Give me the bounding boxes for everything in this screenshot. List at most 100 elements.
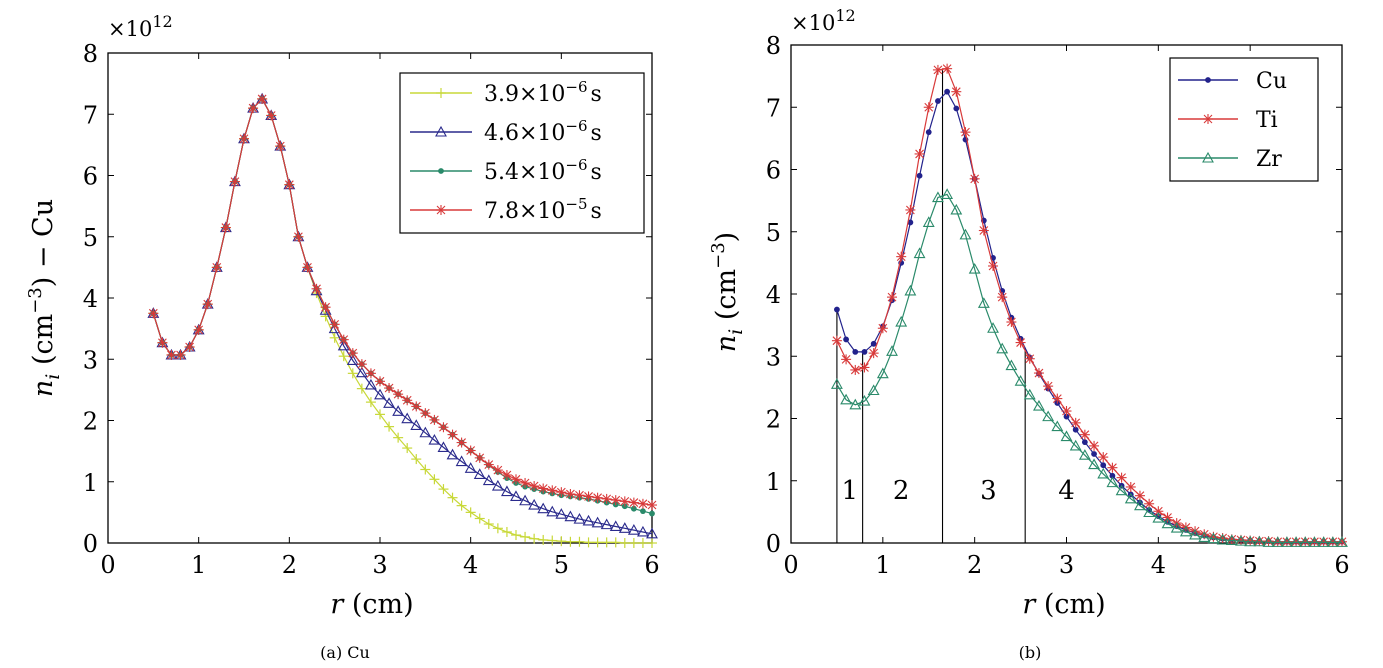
data-point-s1 — [1006, 317, 1017, 328]
data-point-s2 — [922, 216, 935, 227]
data-point-s1 — [988, 260, 999, 271]
region-label-3: 4 — [1058, 476, 1075, 506]
data-point-s3 — [257, 93, 268, 104]
data-point-s3 — [474, 452, 485, 463]
data-point-s1 — [841, 354, 852, 365]
data-point-s2 — [1262, 536, 1275, 547]
data-point-s2 — [1023, 388, 1036, 400]
data-point-s2 — [1069, 439, 1082, 451]
legend-marker-2 — [1202, 151, 1214, 163]
data-point-s3 — [266, 110, 277, 121]
data-point-s2 — [1170, 521, 1183, 533]
data-point-s3 — [148, 308, 159, 319]
y-tick-label: 5 — [766, 219, 781, 247]
x-tick-label: 3 — [372, 551, 387, 579]
y-multiplier-b: ×1012 — [791, 6, 856, 35]
data-point-s2 — [1317, 536, 1330, 547]
data-point-s2 — [830, 378, 843, 389]
data-point-s2 — [1033, 399, 1045, 411]
data-point-s3 — [501, 470, 512, 481]
data-point-s2 — [1088, 458, 1100, 470]
data-point-s3 — [456, 437, 467, 448]
x-tick-label: 1 — [191, 551, 206, 579]
data-point-s2 — [1336, 536, 1348, 547]
data-point-s2 — [913, 247, 926, 259]
data-point-s3 — [239, 133, 249, 144]
data-point-s0 — [356, 383, 367, 394]
y-tick-label: 7 — [83, 101, 98, 129]
legend-label-0: 3.9×10−6 s — [484, 78, 602, 107]
data-point-s1 — [932, 64, 943, 75]
data-point-s0 — [637, 538, 648, 548]
y-tick-label: 3 — [83, 346, 98, 374]
data-point-s0 — [556, 536, 567, 547]
data-point-s2 — [941, 188, 954, 199]
data-point-s0 — [565, 536, 576, 547]
data-point-s0 — [501, 526, 512, 537]
data-point-s1 — [1098, 452, 1109, 463]
data-point-s1 — [1033, 368, 1044, 379]
data-point-s2 — [996, 342, 1009, 354]
region-dividers — [836, 69, 1026, 543]
data-point-s1 — [519, 494, 532, 506]
legend-label-2: Zr — [1256, 147, 1282, 172]
x-tick-label: 2 — [967, 551, 982, 579]
data-point-s1 — [896, 251, 907, 262]
data-point-s2 — [1308, 536, 1321, 547]
x-axis-label-a: r (cm) — [330, 589, 413, 620]
data-point-s0 — [1100, 462, 1107, 469]
y-tick-label: 8 — [766, 32, 781, 60]
series-line-2 — [836, 193, 1342, 544]
data-point-s3 — [465, 445, 476, 456]
data-point-s1 — [1125, 481, 1136, 492]
y-tick-label: 8 — [83, 40, 98, 68]
data-point-s2 — [1299, 536, 1312, 547]
data-point-s0 — [916, 172, 923, 179]
data-point-s1 — [914, 148, 925, 159]
data-point-s0 — [1081, 439, 1088, 446]
data-point-s0 — [834, 306, 840, 313]
data-point-s3 — [556, 487, 567, 498]
data-point-s1 — [591, 516, 604, 528]
data-point-s1 — [951, 86, 962, 97]
data-point-s2 — [1106, 476, 1119, 488]
y-tick-label: 2 — [83, 408, 98, 436]
data-point-s1 — [978, 225, 989, 236]
data-point-s1 — [555, 508, 568, 519]
data-point-s2 — [1152, 511, 1165, 523]
data-point-s1 — [1061, 406, 1072, 417]
data-point-s2 — [1198, 531, 1211, 542]
data-point-s3 — [647, 500, 657, 511]
data-point-s1 — [410, 419, 423, 430]
data-point-s3 — [565, 489, 576, 499]
data-point-s1 — [564, 510, 577, 522]
y-tick-label: 2 — [766, 406, 781, 434]
data-point-s2 — [1078, 449, 1091, 460]
data-point-s3 — [447, 429, 458, 440]
data-point-s3 — [492, 465, 503, 476]
y-tick-label: 4 — [766, 281, 781, 309]
series-group-a — [147, 92, 658, 548]
x-axis-label-b: r (cm) — [1022, 589, 1105, 620]
data-point-s1 — [455, 455, 468, 467]
data-point-s1 — [401, 412, 414, 424]
data-point-s0 — [547, 535, 558, 546]
data-point-s2 — [1244, 535, 1257, 547]
x-tick-label: 6 — [1334, 551, 1349, 579]
data-point-s1 — [510, 490, 522, 502]
data-point-s1 — [1162, 512, 1173, 523]
data-point-s1 — [537, 502, 550, 514]
data-point-s3 — [220, 222, 231, 233]
data-point-s3 — [438, 422, 449, 433]
data-point-s3 — [637, 498, 648, 509]
data-point-s1 — [1015, 337, 1026, 348]
region-labels: 1 2 3 4 — [841, 476, 1074, 506]
data-point-s0 — [628, 538, 639, 548]
data-point-s0 — [1091, 451, 1097, 457]
data-point-s2 — [987, 322, 999, 333]
data-point-s3 — [538, 483, 549, 494]
axis-ticks-b: 0 1 2 3 4 5 6 0 1 2 3 4 5 6 7 8 — [766, 32, 1350, 579]
data-point-s2 — [858, 394, 871, 406]
legend-marker-0 — [1205, 77, 1211, 83]
